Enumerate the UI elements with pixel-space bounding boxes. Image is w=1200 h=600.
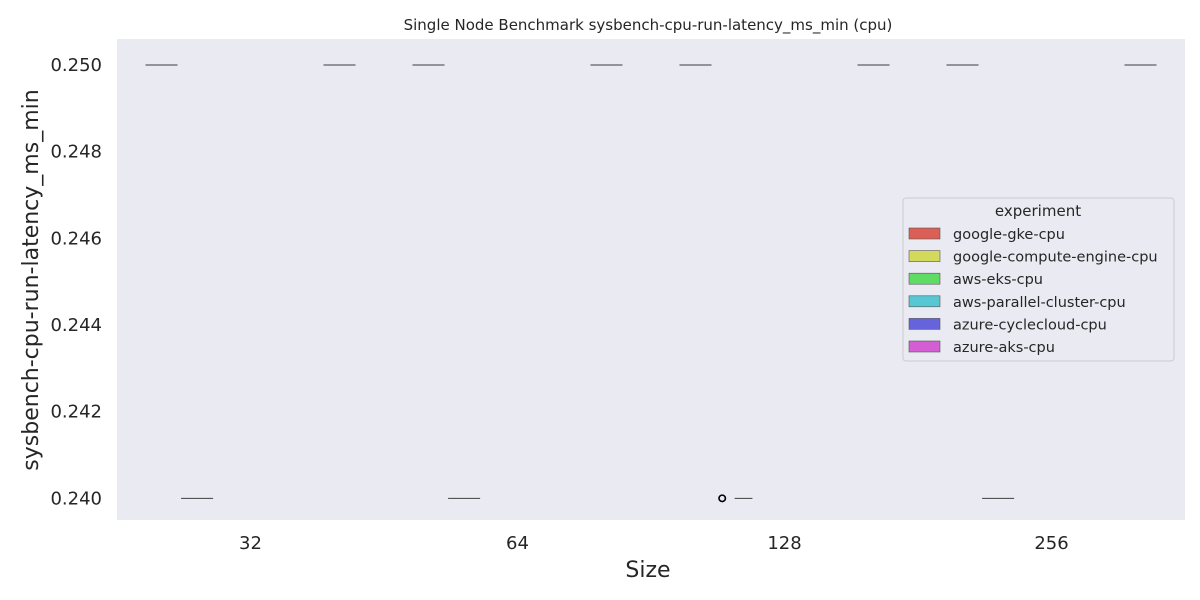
legend-entry-label: azure-aks-cpu [953, 340, 1055, 356]
legend-swatch [908, 318, 941, 330]
y-tick-label: 0.242 [50, 402, 102, 423]
x-axis-label: Size [625, 558, 670, 583]
y-tick-label: 0.250 [50, 55, 102, 76]
legend: experiment google-gke-cpu google-compute-… [902, 197, 1175, 362]
legend-entry-label: google-compute-engine-cpu [953, 250, 1158, 266]
legend-entry-label: aws-parallel-cluster-cpu [953, 295, 1126, 311]
x-tick-label: 128 [767, 533, 801, 554]
legend-swatch [908, 340, 941, 353]
legend-entry-label: aws-eks-cpu [953, 272, 1043, 288]
y-tick-label: 0.246 [50, 228, 102, 249]
y-tick-label: 0.244 [50, 315, 102, 336]
x-tick-label: 256 [1034, 533, 1068, 554]
legend-title: experiment [995, 202, 1081, 220]
y-tick-label: 0.248 [50, 142, 102, 163]
legend-swatch [908, 272, 941, 285]
y-tick-label: 0.240 [50, 488, 102, 509]
chart-title: Single Node Benchmark sysbench-cpu-run-l… [404, 16, 893, 35]
legend-frame [902, 197, 1175, 362]
outlier-point [718, 494, 727, 503]
y-axis-label: sysbench-cpu-run-latency_ms_min [19, 89, 44, 470]
x-tick-label: 32 [239, 533, 262, 554]
legend-entry-label: azure-cyclecloud-cpu [953, 317, 1107, 333]
legend-swatch [908, 295, 941, 308]
legend-entry-label: google-gke-cpu [953, 227, 1065, 243]
legend-swatch [908, 250, 941, 262]
x-tick-label: 64 [506, 533, 529, 554]
legend-swatch [908, 227, 941, 240]
